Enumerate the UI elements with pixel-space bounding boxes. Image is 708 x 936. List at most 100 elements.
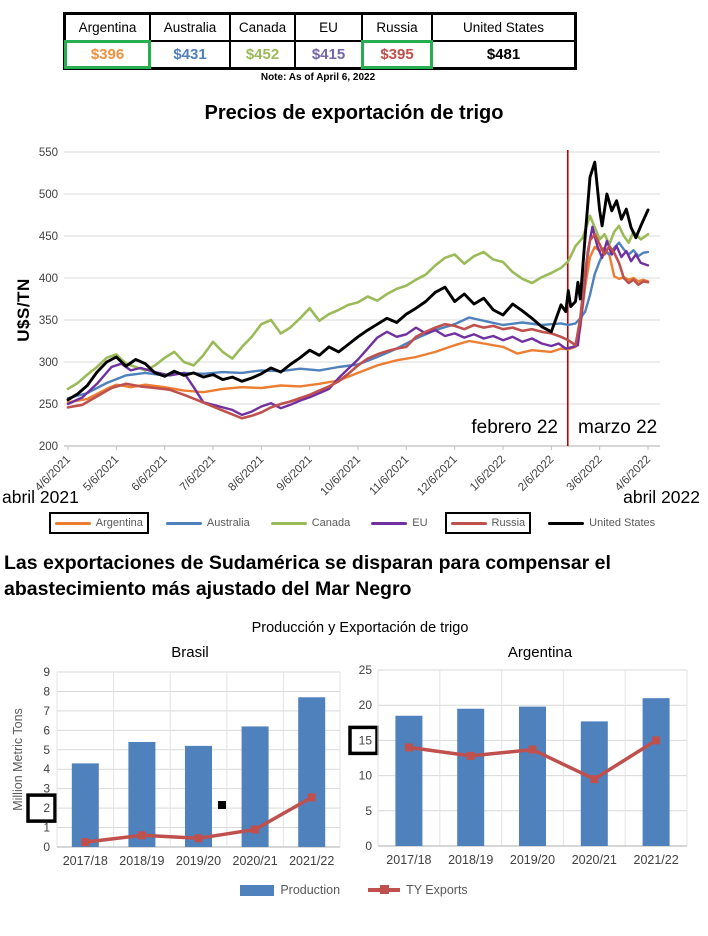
brasil-chart-title: Brasil [171,644,209,661]
legend-line-swatch [548,521,585,525]
production-bar [580,721,608,846]
tick-highlight-box [26,793,57,823]
production-bar [457,708,485,846]
x-category-label: 2017/18 [386,853,431,867]
exports-marker [590,775,599,784]
legend-item-australia: Australia [162,514,254,532]
legend-line-swatch [450,521,487,525]
legend-line-marker [380,885,390,895]
series-line-russia [66,233,650,420]
table-note: Note: As of April 6, 2022 [260,72,376,83]
y-tick-label: 20 [359,698,373,712]
series-line-argentina [66,245,650,404]
y-axis-title: Million Metric Tons [11,708,25,811]
legend-line-swatch [371,521,408,525]
production-bar [185,745,212,847]
legend-line-swatch [165,521,202,525]
x-category-label: 2017/18 [63,854,108,868]
legend-item-canada: Canada [267,514,355,532]
exports-marker [466,751,475,760]
legend-line-swatch [368,885,401,895]
brasil-production-chart: 0 1 2 3 4 5 6 7 8 9 2017/18 2018/19 2019/20 2020/21 20… [11,665,341,868]
x-category-label: 2019/20 [510,853,555,867]
price-table-header: Argentina [65,14,150,41]
exports-marker [652,736,661,745]
y-tick-label: 8 [43,684,50,698]
exports-marker [81,838,90,847]
exports-marker [137,831,146,840]
y-tick-label: 550 [39,147,58,159]
x-category-label: 2018/19 [119,854,164,868]
exports-marker [251,825,260,834]
y-tick-label: 350 [39,315,58,327]
x-category-label: 2018/19 [448,853,493,867]
price-value: $481 [432,41,575,68]
legend-label: Argentina [95,517,143,529]
annotation-febrero: febrero 22 [471,417,558,438]
y-tick-label: 9 [43,665,50,679]
main-chart-legend: Argentina Australia Canada EU Russia United S… [0,512,708,534]
page-title: Precios de exportación de trigo [204,102,504,124]
y-tick-label: 15 [359,733,373,747]
y-tick-label: 10 [359,769,373,783]
annotation-abril-2021: abril 2021 [2,487,79,507]
y-tick-label: 1 [43,821,50,835]
legend-line-swatch [54,521,91,525]
legend-label: Canada [311,517,351,529]
argentina-production-chart: 0 5 10 15 20 25 2017/18 2018/19 2019/20 2020/21 20… [348,663,688,867]
y-tick-label: 500 [39,189,58,201]
legend-label: Australia [206,517,250,529]
legend-item-russia: Russia [444,512,532,534]
y-tick-label: 450 [39,231,58,243]
y-tick-label: 0 [365,839,372,853]
x-category-label: 2021/22 [634,853,679,867]
production-legend: Production TY Exports [0,883,708,897]
annotation-marzo: marzo 22 [578,417,658,438]
y-tick-label: 25 [359,663,373,677]
legend-item-eu: EU [367,514,431,532]
exports-marker [307,793,316,802]
x-category-label: 2020/21 [572,853,617,867]
price-table-header: Russia [362,14,432,41]
production-bar [642,698,670,846]
y-tick-label: 5 [43,743,50,757]
production-section-title: Producción y Exportación de trigo [251,620,469,636]
series-line-canada [66,214,650,391]
legend-label: Russia [491,517,526,529]
production-bar [128,742,156,847]
exports-marker [194,834,203,843]
x-category-label: 2020/21 [233,854,278,868]
annotation-abril-2022: abril 2022 [623,487,700,507]
production-bar [71,763,99,847]
legend-item-argentina: Argentina [48,512,149,534]
legend-label: TY Exports [406,883,468,897]
exports-marker [404,743,413,752]
price-value-highlighted: $395 [361,40,433,69]
price-table-header: EU [295,14,362,41]
legend-bar-swatch [240,884,275,896]
legend-item-ty-exports: TY Exports [368,883,468,897]
y-tick-label: 6 [43,723,50,737]
y-tick-label: 5 [365,804,372,818]
x-category-label: 2019/20 [176,854,221,868]
price-table-header: Canada [230,14,295,41]
legend-item-production: Production [240,883,340,897]
y-tick-label: 200 [39,441,58,453]
price-value-highlighted: $396 [64,40,151,69]
price-table-header: United States [432,14,575,41]
legend-label: EU [412,517,428,529]
legend-line-swatch [270,521,307,525]
y-tick-label: 300 [39,357,58,369]
exports-marker [528,745,537,754]
price-value: $415 [295,41,362,68]
series-line-united-states [66,160,650,402]
legend-label: Production [280,883,341,897]
argentina-chart-title: Argentina [507,644,573,661]
price-value: $452 [230,41,295,68]
headline: Las exportaciones de Sudamérica se dispa… [4,552,611,600]
y-tick-label: 400 [39,273,58,285]
production-bar [395,715,423,846]
y-tick-label: 7 [43,704,50,718]
x-category-label: 2021/22 [289,854,334,868]
